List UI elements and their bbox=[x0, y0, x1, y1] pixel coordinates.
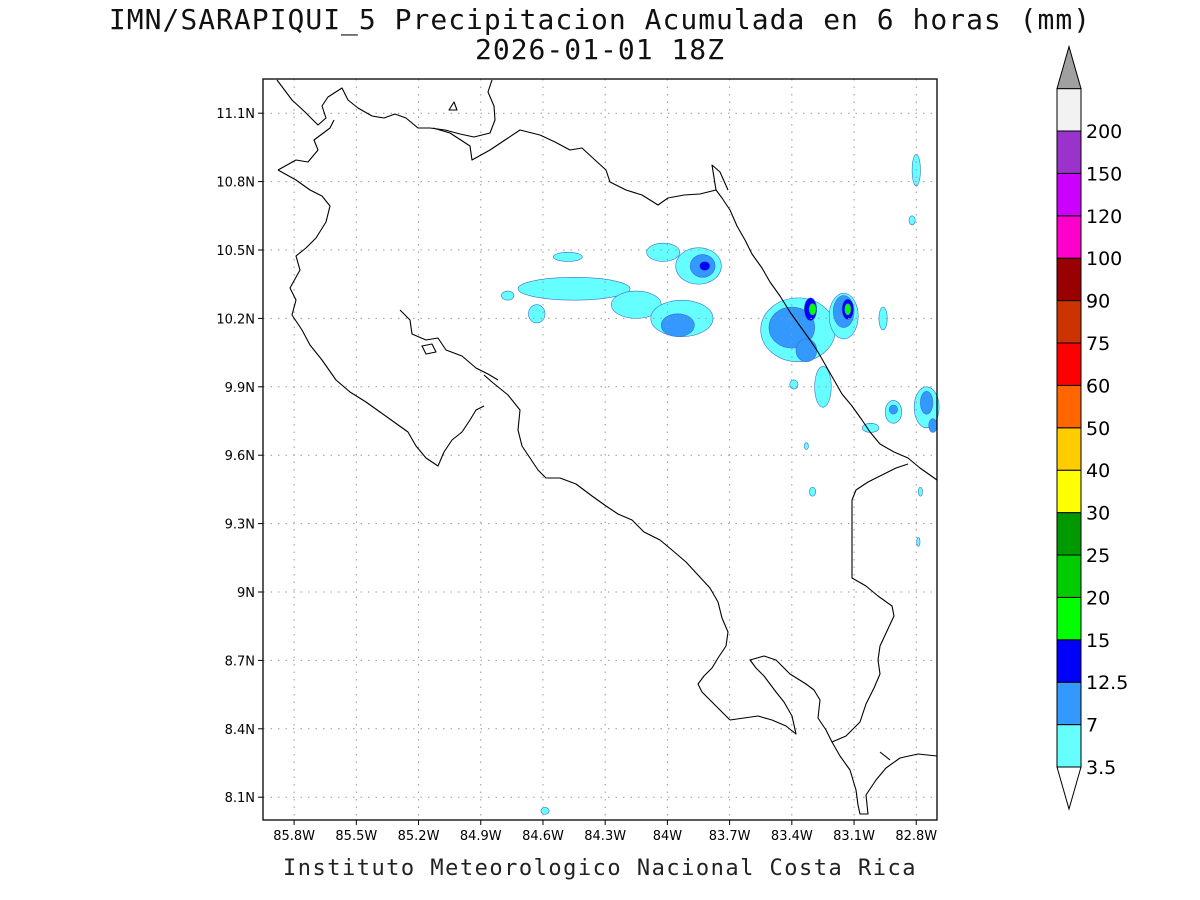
lon-tick-label: 84W bbox=[653, 829, 683, 844]
colorbar-swatch bbox=[1056, 215, 1082, 259]
colorbar-swatch bbox=[1056, 172, 1082, 217]
lat-tick-label: 9N bbox=[237, 586, 255, 601]
colorbar-label: 100 bbox=[1086, 248, 1122, 270]
colorbar-swatch bbox=[1056, 512, 1082, 556]
map-frame bbox=[262, 78, 938, 821]
precip-area bbox=[789, 379, 799, 390]
lat-tick-label: 9.6N bbox=[225, 449, 255, 464]
lat-lon-grid bbox=[263, 79, 937, 820]
precip-area bbox=[889, 404, 898, 415]
colorbar: 3.5 7 12.5 15 20 25 30 40 50 60 75 90 100 120 150 200 bbox=[1056, 44, 1128, 811]
precip-area bbox=[920, 391, 934, 415]
map-axes bbox=[262, 78, 938, 821]
map-valid-time: 2026-01-01 18Z bbox=[474, 33, 725, 66]
colorbar-label: 3.5 bbox=[1086, 757, 1116, 779]
colorbar-label: 40 bbox=[1086, 460, 1110, 482]
precip-area bbox=[916, 536, 921, 547]
colorbar-swatch bbox=[1056, 130, 1082, 174]
lat-tick-label: 8.7N bbox=[225, 654, 255, 669]
precip-area bbox=[803, 442, 809, 450]
colorbar-label: 30 bbox=[1086, 503, 1110, 525]
precip-area bbox=[540, 807, 550, 815]
colorbar-swatch bbox=[1056, 554, 1082, 598]
lon-tick-label: 84.9W bbox=[460, 829, 502, 844]
colorbar-label: 200 bbox=[1086, 121, 1122, 143]
colorbar-over-arrow bbox=[1056, 44, 1082, 90]
colorbar-swatch bbox=[1056, 257, 1082, 302]
colorbar-label: 15 bbox=[1086, 630, 1110, 652]
colorbar-swatch bbox=[1056, 596, 1082, 641]
colorbar-swatch bbox=[1056, 384, 1082, 429]
colorbar-label: 120 bbox=[1086, 206, 1122, 228]
colorbar-swatch bbox=[1056, 724, 1082, 768]
lon-tick-label: 84.6W bbox=[522, 829, 564, 844]
colorbar-label: 12.5 bbox=[1086, 672, 1128, 694]
lon-tick-label: 83.1W bbox=[833, 829, 875, 844]
colorbar-swatch bbox=[1056, 427, 1082, 471]
lon-tick-label: 83.7W bbox=[709, 829, 751, 844]
precip-area bbox=[844, 303, 852, 316]
coastline bbox=[276, 79, 938, 815]
precip-area bbox=[517, 277, 631, 301]
lon-tick-label: 85.2W bbox=[398, 829, 440, 844]
colorbar-label: 25 bbox=[1086, 545, 1110, 567]
colorbar-swatch bbox=[1056, 300, 1082, 344]
institution-credit: Instituto Meteorologico Nacional Costa R… bbox=[282, 856, 918, 881]
colorbar-swatch bbox=[1056, 639, 1082, 683]
colorbar-label: 60 bbox=[1086, 375, 1110, 397]
map-title: IMN/SARAPIQUI_5 Precipitacion Acumulada … bbox=[108, 3, 1092, 36]
lat-tick-label: 9.3N bbox=[225, 518, 255, 533]
colorbar-label: 75 bbox=[1086, 333, 1110, 355]
precip-area bbox=[501, 290, 515, 301]
precip-area bbox=[814, 365, 832, 408]
precip-area bbox=[646, 242, 681, 262]
colorbar-under-arrow bbox=[1056, 766, 1082, 811]
colorbar-label: 7 bbox=[1086, 715, 1098, 737]
colorbar-swatch bbox=[1056, 342, 1082, 386]
precip-area bbox=[908, 215, 916, 226]
lat-tick-label: 8.1N bbox=[225, 791, 255, 806]
precip-area bbox=[809, 486, 816, 497]
colorbar-label: 20 bbox=[1086, 587, 1110, 609]
lat-tick-label: 10.8N bbox=[216, 176, 255, 191]
colorbar-swatch bbox=[1056, 469, 1082, 514]
lat-tick-label: 9.9N bbox=[225, 381, 255, 396]
colorbar-label: 150 bbox=[1086, 163, 1122, 185]
lat-tick-label: 10.5N bbox=[216, 244, 255, 259]
lon-tick-label: 84.3W bbox=[584, 829, 626, 844]
lat-tick-label: 10.2N bbox=[216, 312, 255, 327]
precip-area bbox=[918, 486, 923, 497]
lon-tick-label: 85.5W bbox=[335, 829, 377, 844]
axis-ticks: 85.8W 85.5W 85.2W 84.9W 84.6W 84.3W 84W 83.7W 83… bbox=[216, 107, 937, 844]
precip-area bbox=[699, 261, 711, 271]
precip-area bbox=[808, 303, 817, 316]
colorbar-swatch bbox=[1056, 681, 1082, 726]
precip-area bbox=[553, 251, 583, 262]
colorbar-swatch bbox=[1056, 88, 1082, 132]
lat-tick-label: 11.1N bbox=[216, 107, 255, 122]
precipitation-shading bbox=[501, 153, 940, 815]
precip-area bbox=[660, 313, 695, 337]
lon-tick-label: 83.4W bbox=[771, 829, 813, 844]
colorbar-label: 90 bbox=[1086, 291, 1110, 313]
lon-tick-label: 82.8W bbox=[895, 829, 937, 844]
lon-tick-label: 85.8W bbox=[273, 829, 315, 844]
precip-area bbox=[795, 338, 818, 363]
colorbar-label: 50 bbox=[1086, 418, 1110, 440]
lat-tick-label: 8.4N bbox=[225, 723, 255, 738]
precip-area bbox=[928, 418, 938, 433]
